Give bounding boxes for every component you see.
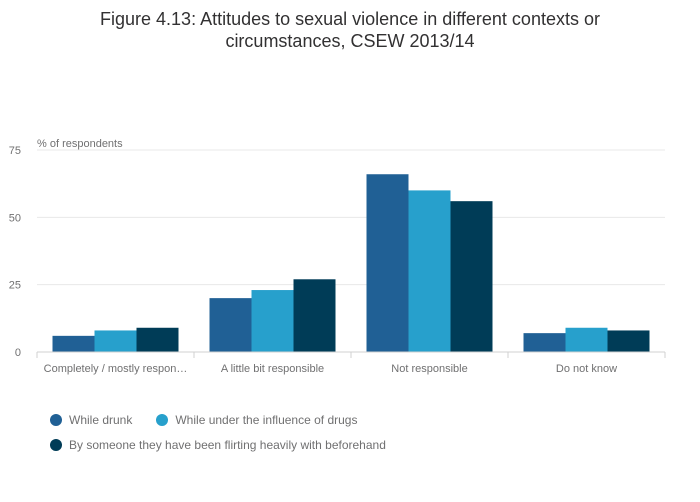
bar-chart: % of respondents 0 25 50 75 Completely / mo… [9, 138, 666, 375]
y-tick-label: 0 [15, 347, 21, 359]
legend-marker-icon [50, 438, 62, 451]
legend-label: While under the influence of drugs [175, 412, 358, 427]
bar [523, 333, 566, 352]
chart-title-line-1: Figure 4.13: Attitudes to sexual violenc… [100, 9, 600, 29]
y-axis-label: % of respondents [37, 138, 123, 150]
bar [136, 327, 179, 352]
bar [52, 335, 95, 352]
chart-title: Figure 4.13: Attitudes to sexual violenc… [0, 8, 700, 52]
legend-item-flirting[interactable]: By someone they have been flirting heavi… [50, 438, 386, 452]
bar [366, 174, 409, 352]
legend-item-while-under-drugs[interactable]: While under the influence of drugs [156, 413, 357, 427]
x-tick-label: Do not know [556, 363, 617, 375]
legend-marker-icon [50, 413, 62, 426]
legend-row-1: While drunk While under the influence of… [50, 407, 670, 432]
y-tick-label: 50 [9, 212, 21, 224]
bar [94, 330, 137, 352]
chart-title-line-2: circumstances, CSEW 2013/14 [225, 31, 475, 51]
x-tick-label: A little bit responsible [221, 363, 324, 375]
bar [293, 279, 336, 352]
bar [408, 190, 451, 352]
legend: While drunk While under the influence of… [50, 407, 670, 457]
legend-label: By someone they have been flirting heavi… [69, 437, 386, 452]
legend-item-while-drunk[interactable]: While drunk [50, 413, 132, 427]
bar [450, 201, 493, 352]
bar [209, 298, 252, 352]
legend-marker-icon [156, 413, 169, 426]
bar [251, 290, 294, 352]
gridlines: 0 25 50 75 [9, 145, 665, 359]
y-tick-label: 25 [9, 280, 21, 292]
bar [607, 330, 650, 352]
bar [565, 327, 608, 352]
legend-row-2: By someone they have been flirting heavi… [50, 432, 670, 457]
x-axis: Completely / mostly respon… A little bit … [36, 351, 666, 375]
x-tick-label: Completely / mostly respon… [44, 363, 188, 375]
bars [52, 174, 650, 352]
y-tick-label: 75 [9, 145, 21, 157]
x-tick-label: Not responsible [391, 363, 467, 375]
legend-label: While drunk [69, 412, 133, 427]
